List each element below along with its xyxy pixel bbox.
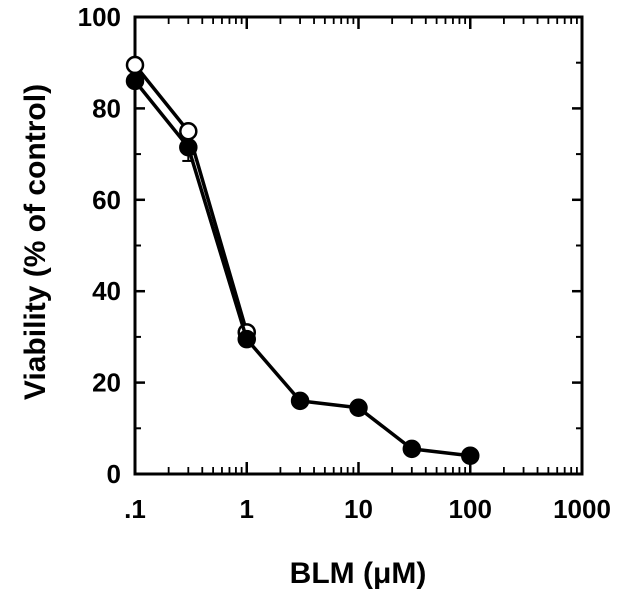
y-tick-label: 60 [92,185,121,215]
series-layer [125,55,480,465]
filled-data-point [237,329,256,349]
series-line [133,63,249,333]
x-tick-label: 100 [449,494,492,524]
filled-data-point [461,446,480,465]
x-axis-label: BLM (μM) [290,557,427,590]
y-tick-label: 100 [78,2,121,32]
y-axis-label: Viability (% of control) [19,84,52,400]
x-axis-ticks: .1 1 10 100 1000 [124,17,611,524]
filled-data-point [349,398,368,417]
open-data-point [179,122,198,141]
filled-data-point [125,71,145,91]
y-tick-label: 20 [92,368,121,398]
x-tick-label: .1 [124,494,146,524]
x-tick-label: 1000 [553,494,611,524]
filled-data-point [290,391,310,411]
filled-circle-series [125,71,480,465]
y-axis-ticks: 0 20 40 60 80 100 [78,2,582,489]
open-data-point [125,55,145,75]
y-tick-label: 40 [92,276,121,306]
filled-data-point [402,439,422,459]
y-tick-label: 80 [92,93,121,123]
x-tick-label: 1 [240,494,254,524]
filled-data-point [179,137,198,157]
y-tick-label: 0 [107,459,121,489]
x-tick-label: 10 [344,494,373,524]
